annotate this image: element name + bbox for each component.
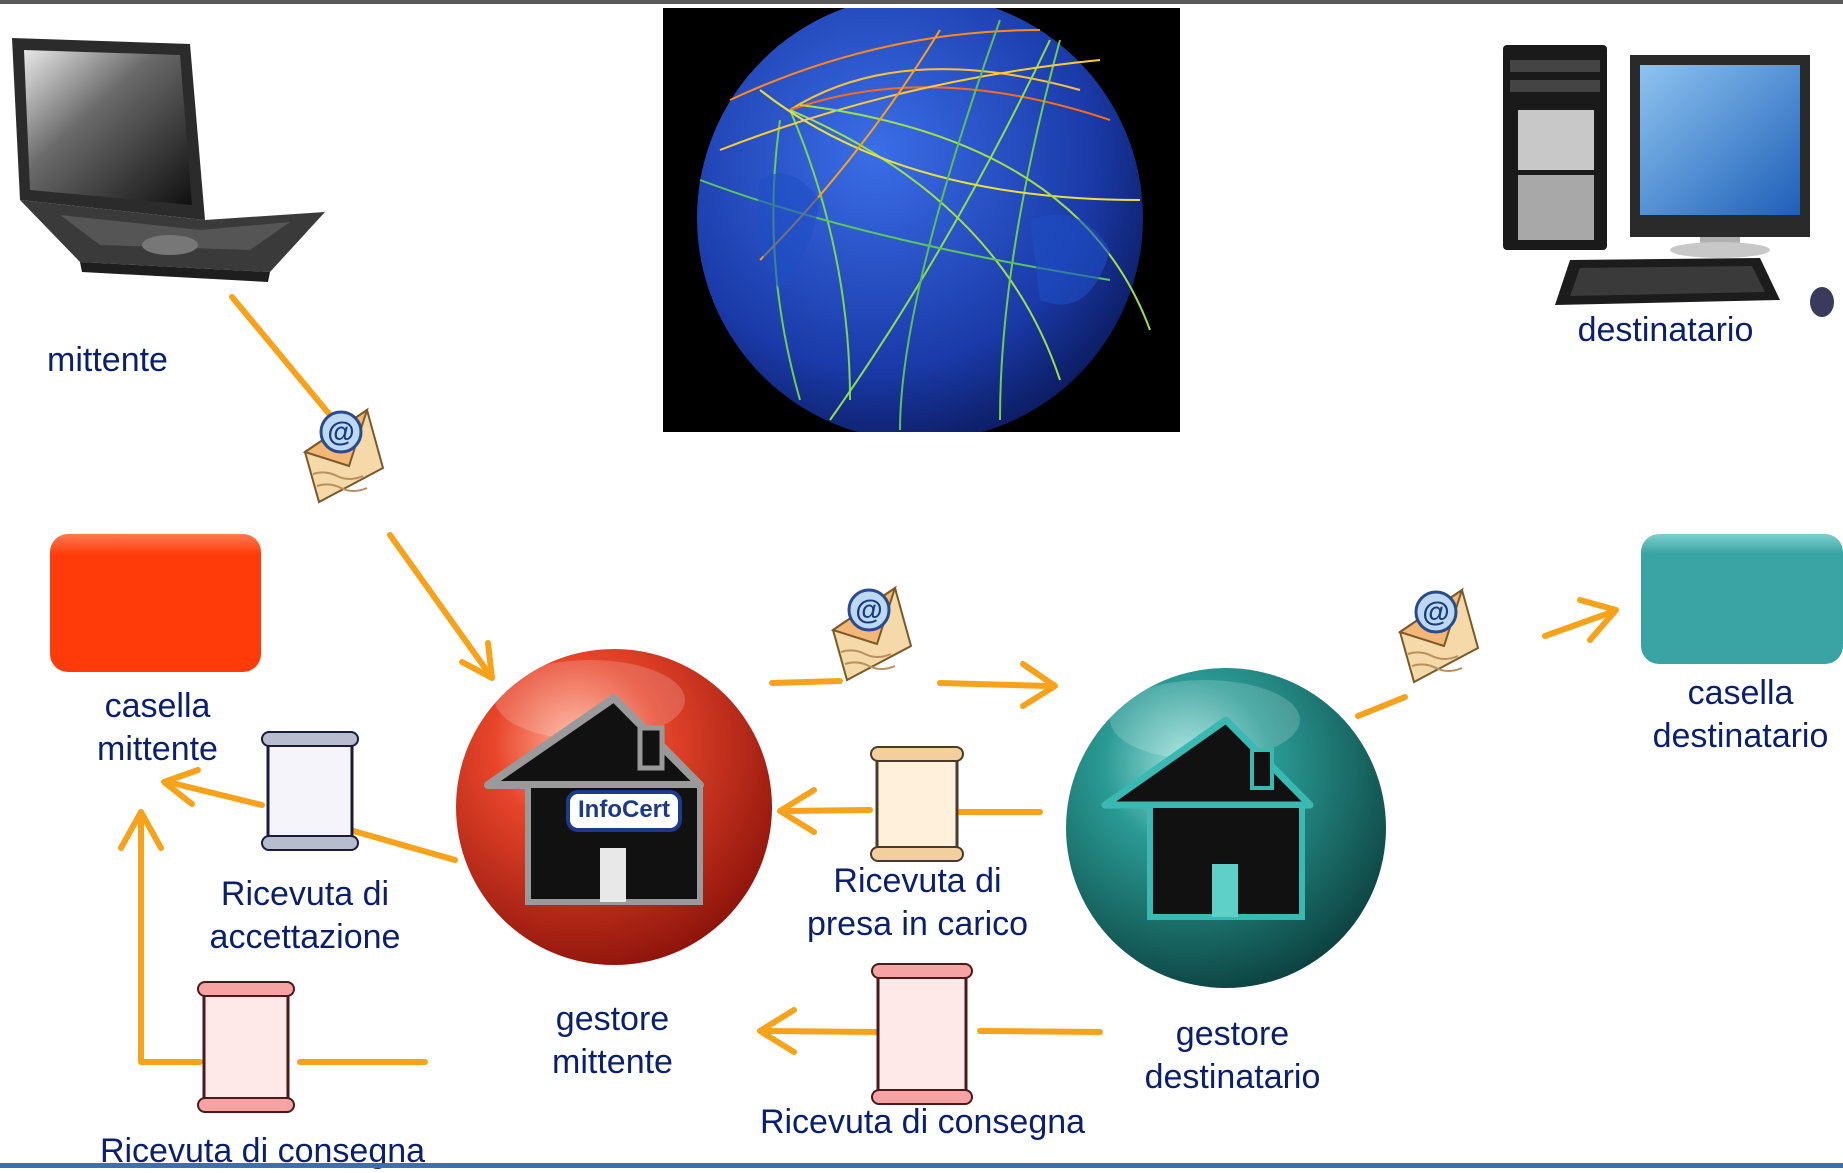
label-destinatario: destinatario [1577,311,1754,349]
email-envelope-icon [303,408,385,504]
label-casella-destinatario: casella destinatario [1652,674,1829,755]
email-envelope-icon [1398,588,1480,684]
casella-mittente-box [50,534,261,672]
gestore-mittente-orb [456,649,772,965]
email-envelope-icon [831,586,913,682]
scroll-receipt-icon [871,963,973,1105]
label-ricevuta-accettazione: Ricevuta di accettazione [209,875,401,956]
infocert-logo: InfoCert [578,796,670,823]
scroll-receipt-icon [261,731,359,851]
laptop-icon [12,38,325,282]
label-ricevuta-consegna-center: Ricevuta di consegna [759,1103,1086,1141]
bottom-border [0,1163,1843,1168]
globe-network-icon [663,8,1180,432]
top-border [0,0,1843,4]
flow-arrows [118,294,1619,1065]
scroll-receipt-icon [197,981,295,1113]
label-ricevuta-presa-in-carico: Ricevuta di presa in carico [806,862,1029,943]
label-mittente: mittente [47,341,168,379]
desktop-computer-icon [1503,45,1834,317]
casella-destinatario-box [1641,534,1843,664]
gestore-destinatario-orb [1066,668,1386,988]
label-gestore-mittente: gestore mittente [552,1000,673,1081]
label-casella-mittente: casella mittente [97,687,218,768]
label-gestore-destinatario: gestore destinatario [1144,1015,1321,1096]
scroll-receipt-icon [870,746,964,862]
